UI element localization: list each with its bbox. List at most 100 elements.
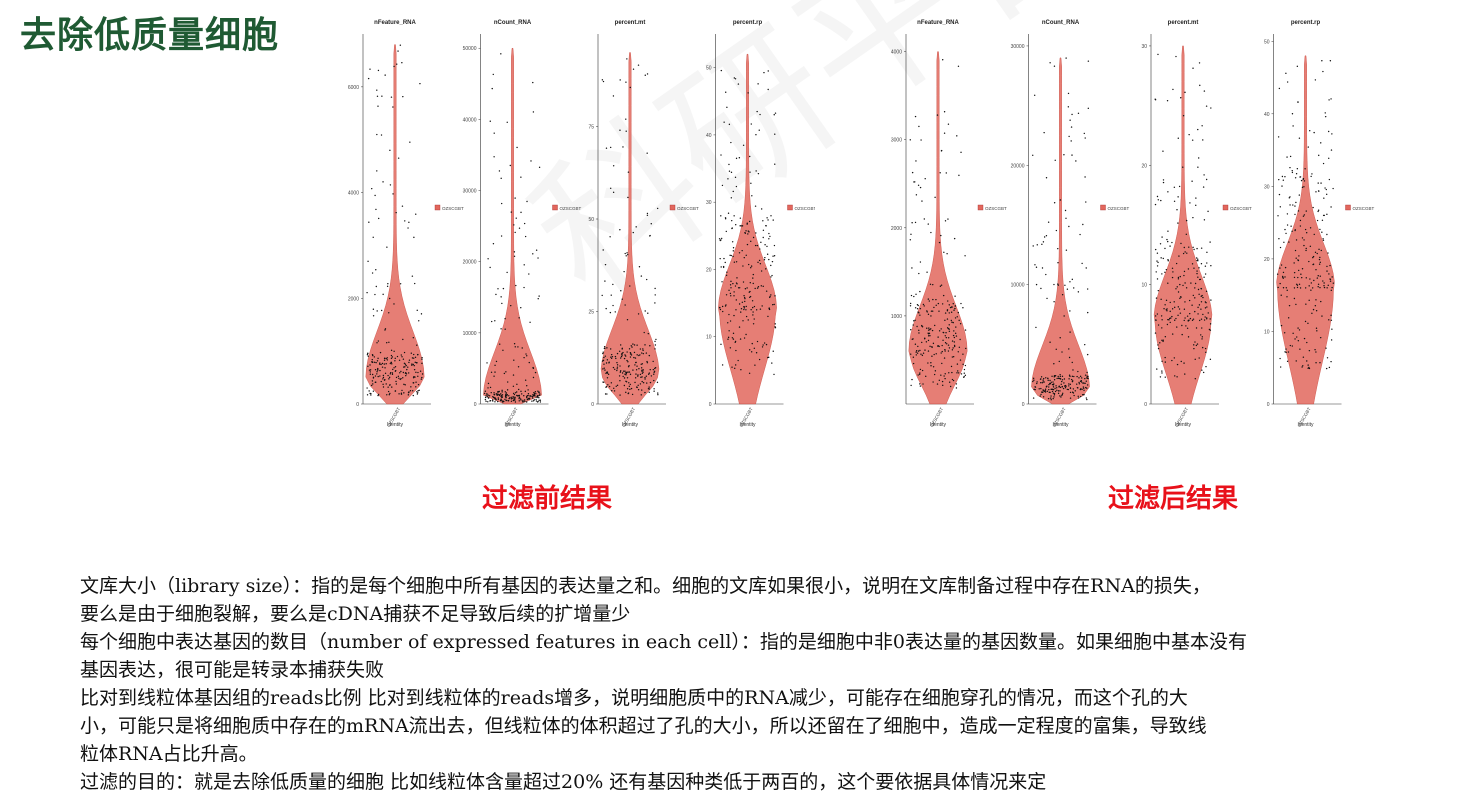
jitter-point (1154, 98, 1156, 100)
jitter-point (1184, 251, 1186, 253)
jitter-point (637, 389, 640, 391)
jitter-point (383, 359, 386, 361)
jitter-point (1043, 381, 1045, 383)
jitter-point (1319, 286, 1321, 289)
jitter-point (1207, 312, 1209, 314)
jitter-point (367, 355, 369, 357)
legend-label: OZSCGBT (1353, 206, 1375, 211)
jitter-point (646, 152, 648, 154)
jitter-point (962, 353, 964, 355)
jitter-point (419, 370, 422, 372)
jitter-point (1327, 252, 1329, 254)
jitter-point (1205, 178, 1208, 181)
jitter-point (416, 391, 418, 393)
jitter-point (1162, 150, 1164, 152)
jitter-point (959, 338, 961, 341)
jitter-point (728, 330, 730, 332)
jitter-point (1303, 239, 1305, 241)
jitter-point (1059, 199, 1062, 201)
violin-shape (718, 53, 777, 405)
jitter-point (1203, 319, 1206, 321)
jitter-point (911, 222, 913, 224)
subplot-title: percent.rp (1291, 20, 1321, 26)
jitter-point (527, 389, 529, 391)
jitter-point (1315, 327, 1318, 329)
jitter-point (500, 202, 503, 205)
jitter-point (1327, 284, 1329, 287)
jitter-point (1157, 347, 1160, 350)
jitter-point (374, 194, 376, 197)
jitter-point (641, 363, 644, 365)
jitter-point (1033, 388, 1035, 391)
jitter-point (518, 227, 521, 229)
jitter-point (627, 253, 629, 256)
jitter-point (375, 285, 378, 288)
jitter-point (500, 235, 503, 237)
jitter-point (625, 118, 627, 120)
jitter-point (505, 392, 508, 394)
jitter-point (384, 378, 386, 381)
jitter-point (1179, 275, 1181, 278)
jitter-point (738, 157, 741, 159)
jitter-point (736, 277, 738, 279)
jitter-point (411, 390, 414, 392)
jitter-point (964, 364, 967, 367)
jitter-point (946, 343, 948, 345)
jitter-point (1200, 308, 1202, 310)
jitter-point (1191, 180, 1193, 182)
jitter-point (752, 323, 755, 325)
jitter-point (404, 384, 406, 386)
jitter-point (912, 356, 915, 358)
jitter-point (1049, 379, 1051, 382)
jitter-point (733, 314, 735, 317)
jitter-point (513, 224, 515, 226)
jitter-point (741, 225, 744, 227)
jitter-point (1184, 373, 1186, 375)
jitter-point (537, 390, 539, 392)
jitter-point (634, 377, 637, 379)
jitter-point (1180, 242, 1182, 245)
jitter-point (641, 352, 643, 354)
jitter-point (943, 111, 946, 113)
jitter-point (620, 355, 623, 358)
jitter-point (1195, 344, 1198, 347)
jitter-point (768, 232, 770, 235)
jitter-point (377, 217, 380, 220)
jitter-point (606, 347, 608, 349)
jitter-point (419, 82, 421, 85)
jitter-point (1301, 366, 1303, 368)
jitter-point (747, 263, 750, 266)
jitter-point (633, 356, 635, 359)
jitter-point (735, 261, 738, 263)
jitter-point (762, 229, 765, 231)
jitter-point (949, 385, 952, 388)
jitter-point (1175, 55, 1177, 58)
jitter-point (1058, 385, 1060, 388)
jitter-point (1331, 276, 1333, 278)
jitter-point (1326, 213, 1328, 216)
jitter-point (743, 256, 745, 259)
jitter-point (1315, 351, 1317, 353)
jitter-point (1060, 396, 1062, 398)
jitter-point (952, 347, 954, 349)
jitter-point (1201, 294, 1203, 297)
jitter-point (535, 400, 538, 402)
jitter-point (754, 244, 757, 247)
jitter-point (1323, 214, 1325, 217)
jitter-point (953, 344, 956, 347)
jitter-point (523, 264, 525, 266)
jitter-point (744, 297, 746, 300)
jitter-point (408, 359, 411, 361)
jitter-point (719, 257, 721, 260)
jitter-point (1200, 263, 1203, 265)
jitter-point (1084, 176, 1086, 178)
jitter-point (1209, 241, 1211, 243)
jitter-point (1180, 360, 1182, 363)
jitter-point (1195, 257, 1198, 259)
jitter-point (774, 323, 776, 325)
jitter-point (535, 398, 537, 401)
jitter-point (747, 92, 749, 94)
jitter-point (526, 396, 528, 399)
jitter-point (1157, 199, 1159, 201)
jitter-point (621, 298, 623, 300)
